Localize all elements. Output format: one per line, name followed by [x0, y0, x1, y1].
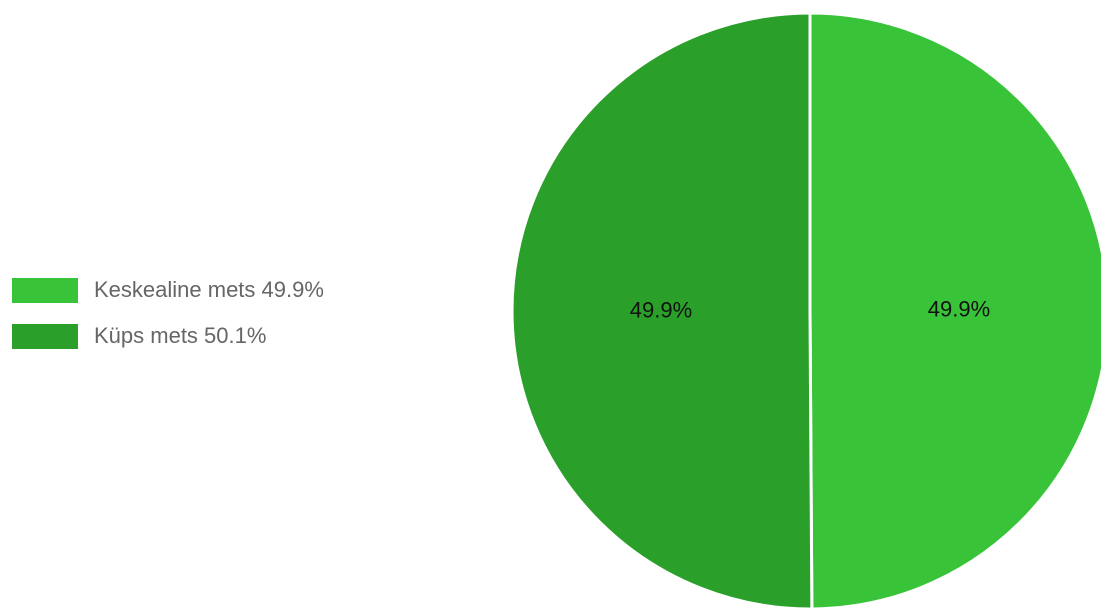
legend-item-keskealine-mets[interactable]: Keskealine mets 49.9%	[12, 272, 324, 308]
legend-label: Keskealine mets 49.9%	[94, 277, 324, 302]
slice-data-label: 49.9%	[928, 296, 990, 321]
legend-label: Küps mets 50.1%	[94, 323, 267, 348]
slice-data-label: 49.9%	[630, 297, 692, 322]
chart-legend: Keskealine mets 49.9% Küps mets 50.1%	[12, 272, 324, 364]
legend-swatch-keskealine-mets	[12, 277, 78, 303]
pie-slice-kups-mets[interactable]	[510, 11, 814, 610]
legend-item-kups-mets[interactable]: Küps mets 50.1%	[12, 318, 324, 354]
pie-slice-keskealine-mets[interactable]	[808, 11, 1101, 610]
legend-swatch-kups-mets	[12, 323, 78, 349]
